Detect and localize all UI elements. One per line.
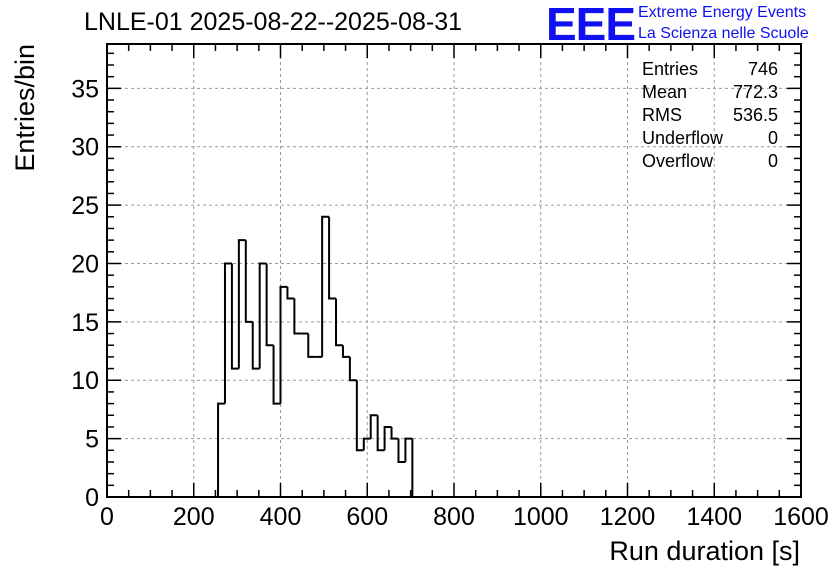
- x-tick-label: 600: [346, 503, 388, 531]
- stats-value: 0: [767, 151, 778, 171]
- stats-box: Entries 746 Mean 772.3 RMS 536.5 Underflow 0…: [640, 58, 780, 173]
- stats-label: Underflow: [642, 128, 724, 148]
- x-tick-label: 1200: [600, 503, 656, 531]
- histogram-bin: [376, 415, 385, 452]
- chart-title: LNLE-01 2025-08-22--2025-08-31: [84, 8, 463, 36]
- histogram-bin: [251, 321, 260, 370]
- stats-value: 536.5: [732, 105, 778, 125]
- histogram-bin: [321, 215, 330, 357]
- histogram-bin: [411, 438, 420, 498]
- histogram-bars: [107, 215, 774, 498]
- histogram-bin: [404, 437, 413, 462]
- histogram-bin: [362, 437, 371, 451]
- stats-row: Entries 746: [640, 58, 780, 81]
- y-axis-label: Entries/bin: [10, 44, 40, 172]
- histogram-bin: [223, 262, 232, 404]
- stats-label: Mean: [642, 82, 688, 102]
- x-tick-label: 800: [433, 503, 475, 531]
- stats-label: Overflow: [642, 151, 714, 171]
- logo-caption: Extreme Energy Events La Scienza nelle S…: [638, 2, 809, 44]
- y-tick-label: 25: [71, 192, 99, 220]
- stats-row: Mean 772.3: [640, 81, 780, 104]
- x-tick-label: 200: [173, 503, 215, 531]
- stats-label: RMS: [642, 105, 682, 125]
- histogram-bin: [307, 333, 316, 358]
- histogram-bin: [244, 240, 253, 323]
- histogram-bin: [217, 402, 225, 497]
- histogram-bin: [335, 298, 343, 347]
- histogram-bin: [390, 426, 399, 440]
- x-tick-label: 1000: [513, 503, 569, 531]
- grid-lines: [107, 44, 801, 497]
- histogram-bin: [265, 263, 274, 347]
- stats-row: Underflow 0: [640, 127, 780, 150]
- y-tick-label: 10: [71, 367, 99, 395]
- y-tick-label: 15: [71, 309, 99, 337]
- eee-logo: EEE: [546, 0, 636, 50]
- logo-line-1: Extreme Energy Events: [638, 4, 807, 21]
- y-tick-label: 30: [71, 134, 99, 162]
- histogram-bin: [237, 239, 246, 369]
- histogram-bin: [272, 345, 281, 405]
- histogram-bin: [328, 216, 337, 300]
- histogram-bin: [348, 356, 357, 382]
- x-tick-label: 0: [100, 503, 114, 531]
- stats-value: 772.3: [732, 82, 778, 102]
- histogram-bin: [258, 262, 267, 369]
- histogram-bin: [369, 414, 378, 439]
- y-tick-label: 5: [85, 426, 99, 454]
- histogram-bin: [293, 298, 302, 335]
- y-tick-label: 35: [71, 75, 99, 103]
- stats-label: Entries: [642, 59, 699, 79]
- stats-value: 746: [747, 59, 778, 79]
- y-tick-label: 0: [85, 484, 99, 512]
- x-tick-label: 400: [260, 503, 302, 531]
- logo-line-2: La Scienza nelle Scuole: [638, 25, 809, 42]
- histogram-bin: [341, 345, 350, 358]
- axis-ticks: [106, 44, 802, 498]
- stats-row: Overflow 0: [640, 150, 780, 173]
- x-tick-label: 1400: [686, 503, 742, 531]
- tick-labels: 0 200 400 600 800 1000 1200 1400 1600 0 5 10 15 20 25 3…: [71, 75, 829, 531]
- histogram-bin: [286, 286, 295, 300]
- x-tick-label: 1600: [773, 503, 829, 531]
- histogram-bin: [383, 425, 392, 451]
- y-tick-label: 20: [71, 250, 99, 278]
- stats-value: 0: [767, 128, 778, 148]
- histogram-bin: [230, 263, 239, 370]
- histogram-bin: [279, 285, 288, 404]
- x-axis-label: Run duration [s]: [609, 536, 800, 566]
- histogram-bin: [355, 380, 364, 452]
- stats-row: RMS 536.5: [640, 104, 780, 127]
- histogram-bin: [397, 438, 406, 463]
